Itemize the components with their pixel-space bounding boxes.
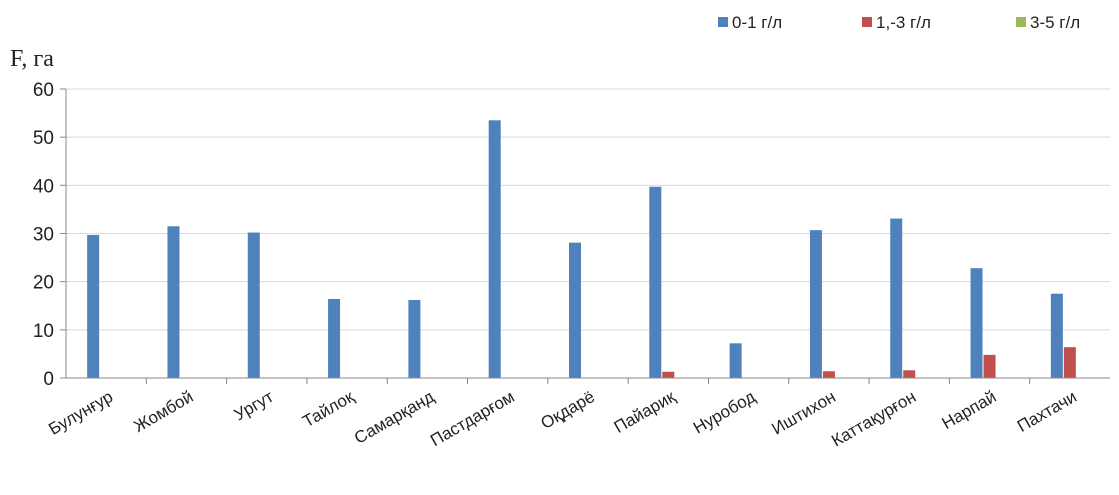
bar bbox=[247, 232, 260, 378]
category-label: Нуробод bbox=[690, 387, 759, 438]
legend-swatch bbox=[1016, 17, 1026, 27]
category-label: Иштихон bbox=[769, 387, 839, 439]
category-label: Жомбой bbox=[131, 387, 197, 436]
grid-lines bbox=[66, 88, 1110, 331]
category-labels: Булунғур Жомбой Ургут ТайлоқСамарқандПастда… bbox=[45, 387, 1079, 451]
legend-label: 1,-3 г/л bbox=[876, 13, 931, 32]
bar bbox=[569, 242, 581, 378]
bar bbox=[328, 299, 341, 378]
category-label: Самарқанд bbox=[351, 387, 437, 448]
y-tick-label: 50 bbox=[33, 128, 54, 149]
bar bbox=[1063, 347, 1076, 378]
category-label: Тайлоқ bbox=[299, 387, 357, 432]
bar bbox=[890, 218, 903, 378]
axes bbox=[65, 89, 1110, 384]
legend-label: 3-5 г/л bbox=[1030, 13, 1080, 32]
category-label: Оқдарё bbox=[537, 387, 598, 433]
bar bbox=[822, 371, 835, 378]
bar bbox=[983, 354, 996, 378]
category-label: Булунғур bbox=[45, 387, 116, 439]
legend-swatch bbox=[718, 17, 728, 27]
bar bbox=[87, 234, 100, 378]
bar bbox=[488, 120, 501, 378]
category-label: Пахтачи bbox=[1014, 387, 1080, 436]
bar bbox=[809, 230, 822, 378]
category-label: Ургут bbox=[231, 387, 277, 425]
category-label: Пастдарғом bbox=[427, 387, 518, 450]
legend: 0-1 г/л 1,-3 г/л 3-5 г/л bbox=[718, 13, 1080, 32]
category-label: Каттақурғон bbox=[828, 387, 919, 450]
y-tick-label: 40 bbox=[33, 176, 54, 197]
bars bbox=[87, 120, 1076, 378]
legend-label: 0-1 г/л bbox=[732, 13, 782, 32]
y-tick-label: 10 bbox=[33, 321, 54, 342]
bar bbox=[1050, 293, 1063, 378]
bar bbox=[729, 343, 742, 378]
category-label: Пайариқ bbox=[611, 387, 679, 437]
category-label: Нарпай bbox=[939, 387, 1000, 433]
y-axis-label: F, га bbox=[10, 46, 54, 72]
bar bbox=[662, 371, 675, 378]
y-tick-label: 60 bbox=[33, 80, 54, 101]
y-tick-label: 20 bbox=[33, 273, 54, 294]
y-tick-label: 0 bbox=[43, 369, 54, 390]
y-tick-label: 30 bbox=[33, 225, 54, 246]
bar bbox=[167, 226, 180, 378]
y-axis-ticks: 0 10 20 30 40 50 60 bbox=[33, 80, 66, 390]
bar bbox=[970, 268, 983, 378]
bar bbox=[903, 370, 916, 378]
bar bbox=[649, 186, 662, 378]
bar bbox=[408, 299, 421, 378]
legend-swatch bbox=[862, 17, 872, 27]
